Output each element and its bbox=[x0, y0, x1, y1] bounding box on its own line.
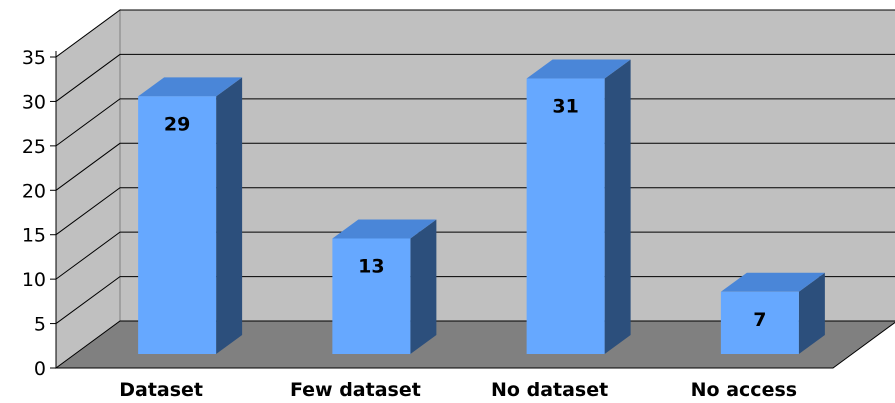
data-label: 31 bbox=[552, 96, 578, 118]
bar-side bbox=[410, 219, 437, 354]
bar-front bbox=[720, 291, 799, 354]
chart-walls bbox=[54, 9, 895, 369]
gridline bbox=[55, 231, 895, 280]
y-tick-label: 20 bbox=[22, 180, 46, 202]
gridline bbox=[55, 276, 895, 324]
y-tick-label: 0 bbox=[34, 358, 46, 380]
side-wall bbox=[55, 9, 121, 369]
y-tick-label: 5 bbox=[34, 314, 46, 336]
x-axis-labels: Dataset Few dataset No dataset No access bbox=[119, 379, 797, 401]
bar-side bbox=[798, 272, 825, 354]
y-tick-label: 10 bbox=[22, 269, 46, 291]
data-label: 7 bbox=[753, 309, 766, 331]
category-label: Dataset bbox=[119, 379, 203, 401]
bar-top bbox=[332, 219, 437, 239]
bar-front bbox=[526, 78, 605, 355]
y-tick-label: 15 bbox=[22, 225, 46, 247]
gridline bbox=[55, 53, 895, 102]
gridline bbox=[55, 98, 895, 147]
bar-top bbox=[138, 77, 243, 97]
y-axis: 0 5 10 15 20 25 30 35 bbox=[22, 47, 833, 380]
data-label: 13 bbox=[358, 255, 384, 277]
gridline bbox=[55, 9, 895, 58]
bar-side bbox=[604, 59, 631, 355]
bar-side bbox=[216, 77, 243, 355]
bar: 29 bbox=[138, 77, 243, 355]
y-tick-label: 30 bbox=[22, 91, 46, 113]
gridline bbox=[55, 142, 895, 191]
bars: 29 13 31 7 bbox=[138, 59, 825, 355]
category-label: No dataset bbox=[491, 379, 608, 401]
bar: 7 bbox=[720, 272, 825, 354]
bar: 31 bbox=[526, 59, 631, 355]
bar: 13 bbox=[332, 219, 437, 354]
bar-front bbox=[138, 96, 217, 355]
y-tick-label: 35 bbox=[22, 47, 46, 69]
data-label: 29 bbox=[164, 113, 190, 135]
category-label: No access bbox=[691, 379, 797, 401]
category-label: Few dataset bbox=[290, 379, 421, 401]
gridline bbox=[55, 187, 895, 236]
bar-front bbox=[332, 238, 411, 354]
y-tick-label: 25 bbox=[22, 136, 46, 158]
bar-top bbox=[720, 272, 825, 292]
gridlines bbox=[55, 9, 895, 324]
bar-top bbox=[526, 59, 631, 79]
